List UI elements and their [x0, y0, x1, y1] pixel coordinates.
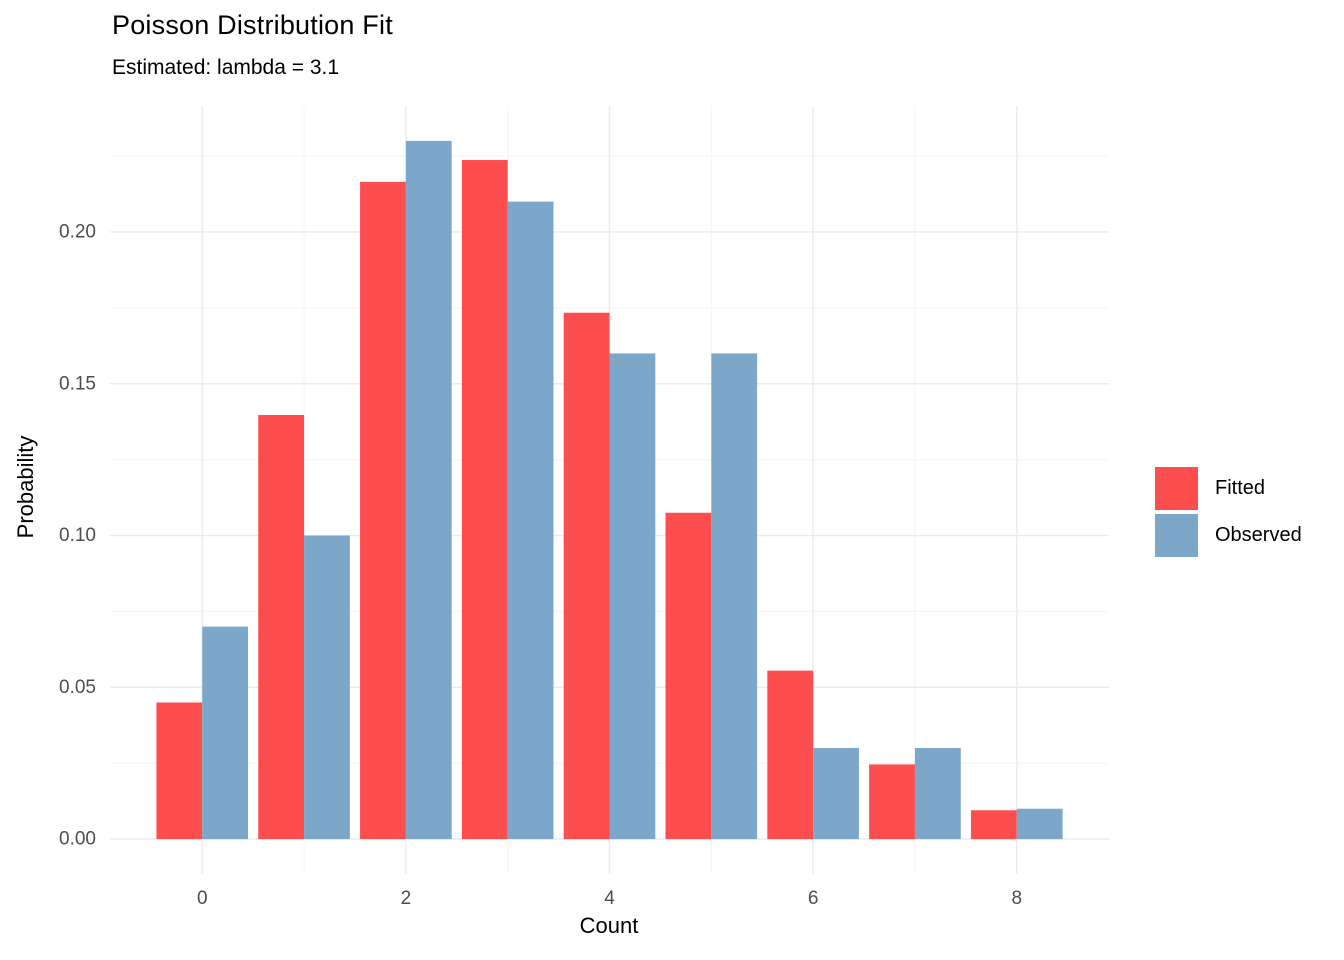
bar-observed-4: [609, 353, 656, 840]
bar-observed-0: [202, 626, 249, 840]
bar-observed-3: [507, 201, 554, 840]
legend-entry-fitted: Fitted: [1155, 467, 1302, 510]
y-tick-label: 0.00: [59, 829, 96, 850]
bar-observed-2: [405, 140, 452, 840]
legend-key-swatch: [1155, 514, 1198, 557]
bar-fitted-8: [970, 810, 1017, 840]
bar-observed-8: [1016, 808, 1063, 840]
legend: Fitted Observed: [1155, 467, 1302, 557]
y-tick-label: 0.15: [59, 373, 96, 394]
bar-observed-6: [813, 748, 859, 840]
bar-fitted-4: [563, 312, 610, 840]
y-tick-label: 0.05: [59, 677, 96, 698]
x-tick-label: 0: [197, 888, 208, 909]
y-tick-label: 0.10: [59, 525, 96, 546]
x-tick-label: 8: [1011, 888, 1022, 909]
x-tick-label: 6: [808, 888, 819, 909]
y-tick-label: 0.20: [59, 221, 96, 242]
chart-title: Poisson Distribution Fit: [112, 10, 393, 40]
bar-observed-1: [304, 535, 350, 840]
bar-fitted-6: [767, 670, 814, 840]
legend-label: Observed: [1215, 524, 1302, 546]
legend-label: Fitted: [1215, 477, 1266, 499]
y-axis-title: Probability: [13, 435, 38, 539]
legend-entry-observed: Observed: [1155, 514, 1302, 557]
bar-observed-5: [711, 353, 758, 840]
x-tick-label: 2: [401, 888, 412, 909]
bar-fitted-0: [156, 702, 203, 840]
bar-fitted-5: [665, 512, 712, 840]
bar-fitted-7: [869, 764, 915, 840]
bar-fitted-3: [461, 160, 508, 840]
x-tick-label: 4: [604, 888, 615, 909]
x-axis-title: Count: [579, 913, 639, 938]
bar-fitted-1: [258, 415, 305, 840]
legend-key-swatch: [1155, 467, 1198, 510]
chart-subtitle: Estimated: lambda = 3.1: [112, 56, 340, 79]
bar-fitted-2: [360, 181, 406, 840]
bar-observed-7: [914, 748, 961, 840]
